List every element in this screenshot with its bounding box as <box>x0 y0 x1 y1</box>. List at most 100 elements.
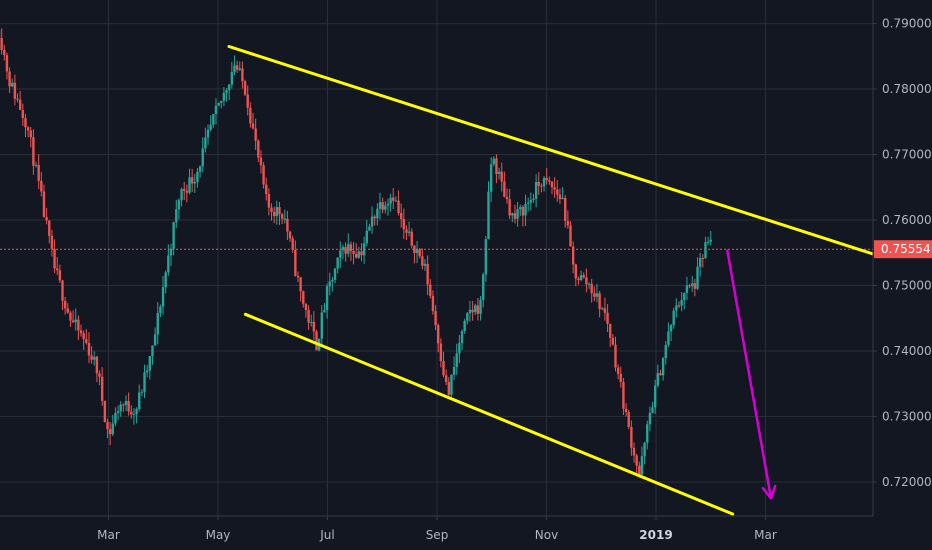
lower-channel-line[interactable] <box>243 312 735 516</box>
candle-body <box>482 274 485 300</box>
candle-body <box>140 391 144 393</box>
candle-body <box>122 404 125 406</box>
candle-body <box>561 197 564 200</box>
candle-body <box>399 213 403 220</box>
candle-body <box>640 456 644 475</box>
y-tick-label: 0.73000 <box>882 409 932 423</box>
y-tick-label: 0.76000 <box>882 213 932 227</box>
candle-body <box>413 245 416 253</box>
candle-body <box>442 360 445 376</box>
candle-body <box>680 299 683 306</box>
candle-body <box>479 299 482 314</box>
candle-body <box>471 309 474 313</box>
candle-body <box>558 194 562 200</box>
candle-body <box>95 356 99 374</box>
candle-body <box>37 164 40 181</box>
candle-body <box>429 284 432 296</box>
candle-body <box>378 202 382 209</box>
x-tick-label: Jul <box>319 528 334 542</box>
candle-body <box>601 308 604 310</box>
candle-body <box>230 72 234 85</box>
candle-body <box>172 222 175 249</box>
candle-body <box>325 286 329 311</box>
candle-body <box>691 283 694 287</box>
candle-body <box>135 409 138 414</box>
candle-body <box>638 465 641 475</box>
candle-body <box>564 197 567 222</box>
projection-arrow[interactable] <box>725 249 777 500</box>
candle-body <box>138 392 141 410</box>
candle-body <box>630 426 633 448</box>
trendlines[interactable] <box>227 44 910 516</box>
candle-body <box>304 303 308 310</box>
candle-body <box>257 140 260 158</box>
candle-body <box>664 344 667 359</box>
candle-body <box>516 209 519 219</box>
candle-body <box>460 331 464 344</box>
candle-body <box>487 191 490 240</box>
candle-body <box>262 165 265 185</box>
candle-body <box>127 401 130 412</box>
candle-body <box>241 68 244 82</box>
upper-channel-line[interactable] <box>227 44 910 267</box>
x-tick-label: Nov <box>535 528 558 542</box>
candle-body <box>220 100 223 103</box>
x-tick-label: May <box>206 528 231 542</box>
candle-body <box>394 200 398 202</box>
y-tick-label: 0.79000 <box>882 17 932 31</box>
candle-body <box>307 309 310 323</box>
candle-body <box>505 196 509 200</box>
candle-body <box>40 180 43 192</box>
candle-body <box>704 242 707 259</box>
candle-body <box>577 278 580 281</box>
candle-body <box>632 447 636 456</box>
candle-body <box>376 208 379 219</box>
candle-body <box>585 277 588 285</box>
candle-body <box>619 373 622 382</box>
candle-body <box>489 164 493 192</box>
candle-body <box>71 320 75 323</box>
candle-body <box>603 308 607 313</box>
candle-body <box>130 411 133 415</box>
price-axis-background[interactable] <box>873 0 932 550</box>
candle-body <box>418 249 421 257</box>
arrow-head[interactable] <box>761 484 777 500</box>
candle-body <box>444 375 448 383</box>
candle-body <box>556 189 559 195</box>
y-tick-label: 0.77000 <box>882 148 932 162</box>
candle-body <box>151 345 154 357</box>
arrow-shaft[interactable] <box>725 249 773 499</box>
candle-body <box>571 246 575 265</box>
candle-body <box>222 92 226 101</box>
candle-body <box>286 218 289 232</box>
candle-body <box>386 203 390 206</box>
candle-body <box>463 320 466 332</box>
candle-body <box>683 292 686 300</box>
candle-body <box>447 382 451 395</box>
time-axis-background[interactable] <box>0 516 932 550</box>
candle-body <box>550 181 554 188</box>
candle-body <box>452 366 456 375</box>
candle-body <box>370 216 374 227</box>
candle-body <box>534 182 538 199</box>
candle-body <box>188 177 191 193</box>
candle-body <box>87 342 91 356</box>
candle-body <box>415 249 419 253</box>
candle-body <box>653 385 657 408</box>
candle-body <box>336 257 339 269</box>
candle-body <box>45 217 48 221</box>
candle-body <box>609 323 612 338</box>
candle-body <box>106 422 109 430</box>
candle-body <box>675 305 678 311</box>
x-tick-label: Sep <box>426 528 449 542</box>
candle-body <box>497 171 501 174</box>
candle-body <box>352 250 355 254</box>
candle-body <box>526 202 530 204</box>
candle-body <box>8 71 11 87</box>
candle-body <box>656 373 660 386</box>
candle-body <box>217 102 220 106</box>
candle-body <box>198 166 202 172</box>
candle-body <box>513 213 517 219</box>
candle-body <box>466 313 469 321</box>
